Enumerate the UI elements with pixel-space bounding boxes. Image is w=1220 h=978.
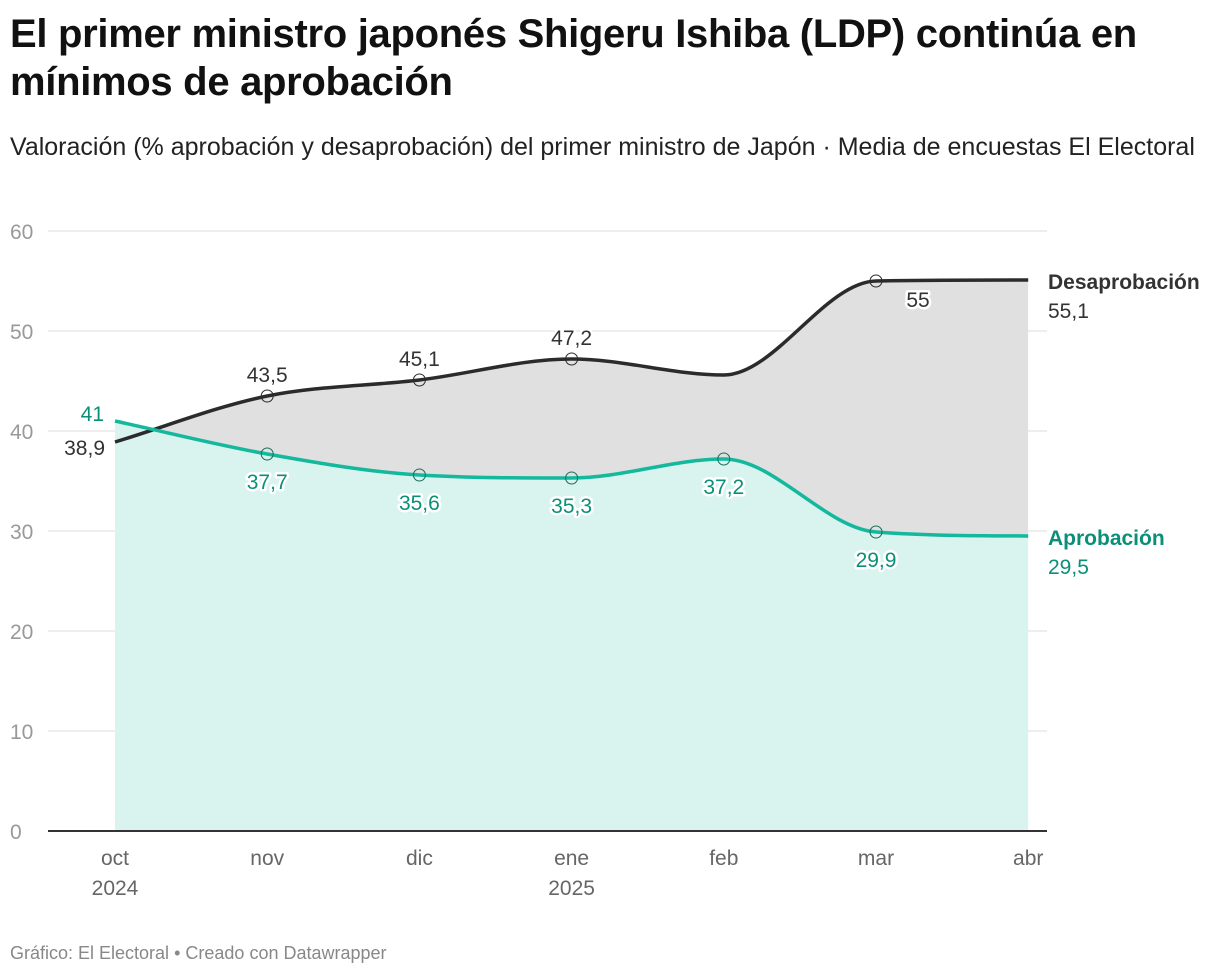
approval-data-label: 37,2 <box>703 476 744 499</box>
disapproval-data-label-halo: 38,9 <box>64 437 105 460</box>
x-tick-label: mar <box>858 847 894 870</box>
disapproval-data-label-halo: 43,5 <box>247 364 288 387</box>
disapproval-data-label-halo: 55 <box>906 289 929 312</box>
disapproval-gap-area <box>115 280 1029 536</box>
x-tick-label: feb <box>709 847 738 870</box>
x-tick-year-label: 2025 <box>548 877 595 900</box>
x-tick-label: abr <box>1013 847 1043 870</box>
y-tick-label: 20 <box>10 621 33 644</box>
approval-data-label-halo: 37,2 <box>703 476 744 499</box>
x-tick-label: ene <box>554 847 589 870</box>
disapproval-data-label: 45,1 <box>399 348 440 371</box>
x-tick-label: nov <box>250 847 284 870</box>
approval-point-marker <box>260 447 274 461</box>
approval-point-marker <box>869 525 883 539</box>
approval-series-name: Aprobación <box>1048 527 1165 550</box>
x-tick-label: dic <box>406 847 433 870</box>
approval-data-label-halo: 41 <box>81 403 104 426</box>
y-tick-label: 40 <box>10 421 33 444</box>
approval-data-label: 35,3 <box>551 495 592 518</box>
approval-point-marker <box>717 452 731 466</box>
approval-data-label-halo: 29,9 <box>856 549 897 572</box>
disapproval-data-label: 55 <box>906 289 929 312</box>
approval-line <box>114 419 1029 538</box>
disapproval-series-name: Desaprobación <box>1048 271 1200 294</box>
approval-end-value: 29,5 <box>1048 556 1089 579</box>
approval-data-label-halo: 35,6 <box>399 492 440 515</box>
footer: Gráfico: El Electoral • Creado con Dataw… <box>10 943 387 964</box>
disapproval-point-marker <box>260 389 274 403</box>
approval-data-label: 29,9 <box>856 549 897 572</box>
footer-separator: • <box>174 943 181 963</box>
x-tick-label: oct <box>101 847 129 870</box>
approval-point-marker <box>412 468 426 482</box>
chart-subtitle: Valoración (% aprobación y desaprobación… <box>10 133 1195 161</box>
disapproval-end-value: 55,1 <box>1048 300 1089 323</box>
x-tick-year-label: 2024 <box>92 877 139 900</box>
approval-area <box>115 421 1029 831</box>
approval-data-label: 37,7 <box>247 471 288 494</box>
disapproval-data-label-halo: 47,2 <box>551 327 592 350</box>
disapproval-point-marker <box>565 352 579 366</box>
disapproval-data-label: 47,2 <box>551 327 592 350</box>
disapproval-data-label: 38,9 <box>64 437 105 460</box>
y-tick-label: 50 <box>10 321 33 344</box>
footer-tool: Creado con Datawrapper <box>185 943 387 963</box>
disapproval-point-marker <box>412 373 426 387</box>
approval-data-label-halo: 37,7 <box>247 471 288 494</box>
disapproval-point-marker <box>869 274 883 288</box>
footer-credit: Gráfico: El Electoral <box>10 943 170 963</box>
y-tick-label: 10 <box>10 721 33 744</box>
approval-data-label: 41 <box>81 403 104 426</box>
disapproval-data-label-halo: 45,1 <box>399 348 440 371</box>
approval-data-label: 35,6 <box>399 492 440 515</box>
disapproval-line <box>114 278 1029 444</box>
approval-data-label-halo: 35,3 <box>551 495 592 518</box>
approval-point-marker <box>565 471 579 485</box>
chart-title: El primer ministro japonés Shigeru Ishib… <box>10 12 1137 104</box>
y-tick-label: 30 <box>10 521 33 544</box>
y-tick-label: 60 <box>10 221 33 244</box>
disapproval-data-label: 43,5 <box>247 364 288 387</box>
y-tick-label: 0 <box>10 821 22 844</box>
